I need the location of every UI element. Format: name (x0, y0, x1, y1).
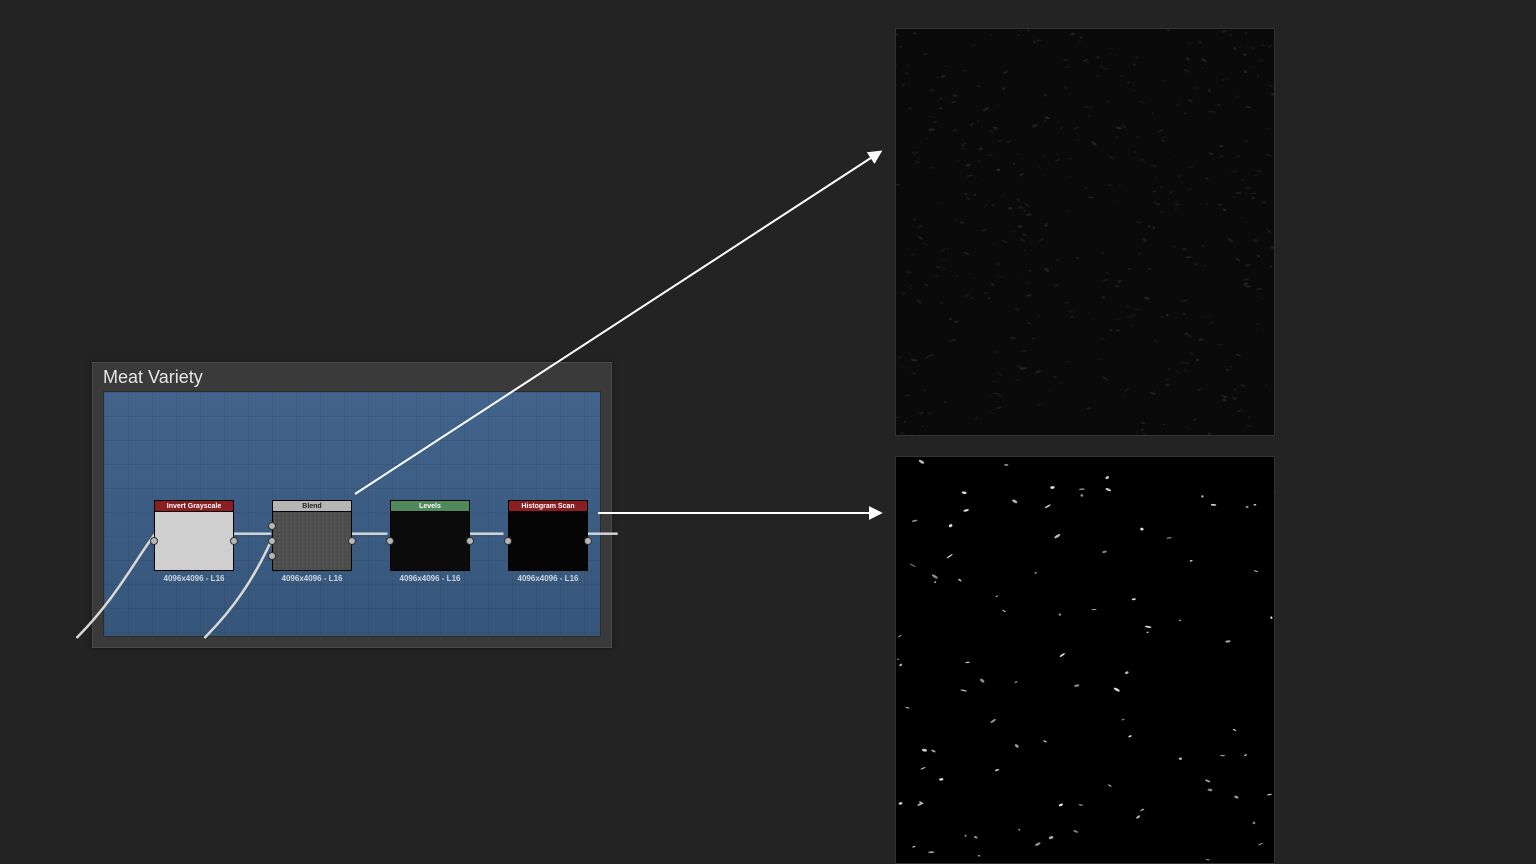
output-pin[interactable] (466, 537, 474, 545)
wire (77, 534, 156, 638)
preview-top (895, 28, 1275, 436)
input-pin[interactable] (150, 537, 158, 545)
node-caption: 4096x4096 - L16 (154, 574, 234, 583)
node-title: Blend (272, 500, 352, 511)
graph-node-levels[interactable]: Levels 4096x4096 - L16 (390, 500, 470, 583)
graph-node-histogram-scan[interactable]: Histogram Scan 4096x4096 - L16 (508, 500, 588, 583)
input-pin[interactable] (386, 537, 394, 545)
graph-node-invert-grayscale[interactable]: Invert Grayscale 4096x4096 - L16 (154, 500, 234, 583)
node-thumbnail (272, 511, 352, 571)
output-pin[interactable] (584, 537, 592, 545)
panel-title: Meat Variety (93, 363, 611, 390)
node-title: Levels (390, 500, 470, 511)
input-pin[interactable] (268, 552, 276, 560)
node-title: Histogram Scan (508, 500, 588, 511)
node-thumbnail (390, 511, 470, 571)
node-caption: 4096x4096 - L16 (390, 574, 470, 583)
node-thumbnail (154, 511, 234, 571)
input-pin[interactable] (268, 537, 276, 545)
node-thumbnail (508, 511, 588, 571)
preview-bottom (895, 456, 1275, 864)
node-caption: 4096x4096 - L16 (508, 574, 588, 583)
input-pin[interactable] (504, 537, 512, 545)
input-pin[interactable] (268, 522, 276, 530)
graph-canvas[interactable]: Invert Grayscale 4096x4096 - L16 Blend 4096… (103, 391, 601, 637)
node-title: Invert Grayscale (154, 500, 234, 511)
output-pin[interactable] (230, 537, 238, 545)
node-caption: 4096x4096 - L16 (272, 574, 352, 583)
graph-node-blend[interactable]: Blend 4096x4096 - L16 (272, 500, 352, 583)
output-pin[interactable] (348, 537, 356, 545)
node-graph-panel[interactable]: Meat Variety Invert Grayscale 4096x4096 -… (92, 362, 612, 648)
